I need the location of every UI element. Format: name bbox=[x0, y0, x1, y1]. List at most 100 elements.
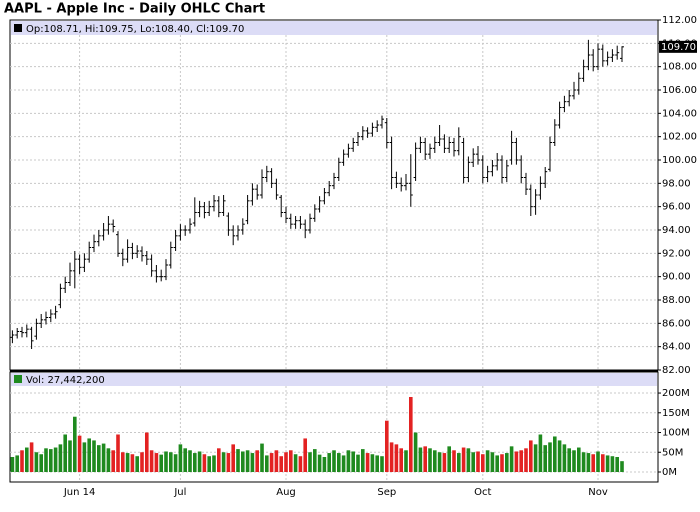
volume-bar bbox=[423, 446, 427, 472]
volume-bar bbox=[202, 454, 207, 472]
volume-bar bbox=[82, 442, 87, 472]
ohlc-bar bbox=[528, 184, 533, 216]
volume-bar bbox=[106, 448, 111, 472]
volume-bar bbox=[77, 435, 82, 472]
ohlc-bar bbox=[130, 242, 135, 260]
volume-legend-swatch bbox=[14, 375, 22, 383]
x-tick-label: Jul bbox=[173, 487, 186, 498]
ohlc-bar bbox=[375, 120, 380, 132]
volume-bar bbox=[524, 448, 528, 472]
ohlc-bar bbox=[34, 318, 39, 340]
volume-bar bbox=[327, 453, 331, 472]
y-tick-label: 84.00 bbox=[662, 342, 691, 353]
volume-bar bbox=[221, 452, 226, 472]
price-panel bbox=[9, 19, 659, 371]
volume-bar bbox=[591, 454, 595, 472]
y-tick-label: 100M bbox=[662, 428, 690, 439]
volume-bar bbox=[346, 450, 351, 472]
volume-bar bbox=[509, 446, 514, 472]
ohlc-bar bbox=[423, 137, 428, 160]
volume-bar bbox=[236, 449, 240, 472]
ohlc-bar bbox=[245, 195, 250, 225]
volume-bar bbox=[476, 451, 480, 472]
volume-bar bbox=[457, 453, 461, 472]
volume-bar bbox=[514, 451, 519, 472]
ohlc-bar bbox=[29, 326, 34, 349]
ohlc-bar bbox=[48, 309, 53, 323]
ohlc-bar bbox=[269, 168, 274, 188]
volume-bar bbox=[586, 453, 591, 472]
volume-bar bbox=[15, 455, 19, 472]
volume-bar bbox=[605, 455, 610, 472]
volume-bar bbox=[260, 443, 264, 472]
volume-bar bbox=[173, 454, 178, 472]
ohlc-bar bbox=[168, 241, 173, 269]
volume-bar bbox=[351, 451, 355, 472]
volume-bar bbox=[183, 448, 187, 472]
volume-bar bbox=[356, 454, 360, 472]
volume-bar bbox=[20, 450, 24, 472]
ohlc-bar bbox=[600, 44, 605, 67]
volume-bar bbox=[241, 451, 245, 472]
last-price-label: 109.70 bbox=[661, 42, 696, 53]
price-legend-bar bbox=[11, 21, 657, 35]
volume-bar bbox=[409, 396, 413, 472]
volume-bar bbox=[399, 448, 403, 472]
ohlc-bar bbox=[58, 283, 63, 309]
ohlc-bar bbox=[538, 176, 543, 200]
ohlc-bar bbox=[72, 251, 77, 289]
y-tick-label: 0M bbox=[662, 467, 677, 478]
volume-legend: Vol: 27,442,200 bbox=[26, 375, 105, 386]
y-tick-label: 108.00 bbox=[662, 62, 697, 73]
y-tick-label: 98.00 bbox=[662, 178, 691, 189]
volume-bar bbox=[116, 434, 120, 472]
volume-bar bbox=[433, 450, 437, 472]
ohlc-bar bbox=[524, 172, 528, 195]
ohlc-bar bbox=[101, 223, 106, 241]
y-tick-label: 200M bbox=[662, 388, 690, 399]
volume-bar bbox=[231, 444, 235, 472]
ohlc-bar bbox=[562, 95, 567, 113]
ohlc-bar bbox=[380, 115, 384, 129]
x-tick-label: Aug bbox=[276, 487, 296, 498]
y-tick-label: 94.00 bbox=[662, 225, 691, 236]
volume-bar bbox=[207, 456, 211, 472]
volume-bar bbox=[404, 450, 408, 472]
ohlc-bar bbox=[197, 200, 202, 218]
ohlc-bar bbox=[15, 328, 20, 339]
ohlc-bar bbox=[452, 137, 456, 157]
y-tick-label: 150M bbox=[662, 408, 690, 419]
volume-bar bbox=[87, 438, 91, 472]
ohlc-bar bbox=[384, 118, 389, 149]
ohlc-bar bbox=[279, 195, 284, 218]
volume-bar bbox=[471, 452, 475, 472]
ohlc-bar bbox=[495, 153, 500, 171]
volume-bar bbox=[428, 448, 432, 472]
ohlc-bar bbox=[418, 136, 423, 153]
volume-bar bbox=[553, 436, 557, 472]
ohlc-bar bbox=[308, 213, 312, 234]
volume-bar bbox=[303, 438, 307, 472]
volume-bar bbox=[101, 443, 106, 472]
volume-bar bbox=[73, 416, 77, 472]
volume-bar bbox=[317, 454, 322, 472]
ohlc-bar bbox=[250, 183, 255, 206]
y-tick-label: 50M bbox=[662, 447, 683, 458]
volume-bar bbox=[178, 444, 183, 472]
ohlc-bar bbox=[24, 324, 29, 338]
volume-bar bbox=[533, 444, 538, 472]
ohlc-bar bbox=[240, 218, 245, 235]
volume-bar bbox=[97, 445, 101, 472]
ohlc-bar bbox=[68, 262, 72, 286]
ohlc-bar bbox=[557, 101, 562, 129]
ohlc-bar bbox=[207, 200, 212, 216]
volume-bar bbox=[581, 452, 586, 472]
ohlc-bar bbox=[447, 136, 452, 153]
volume-bar bbox=[111, 450, 115, 472]
volume-bar bbox=[154, 453, 159, 472]
volume-bar bbox=[289, 450, 293, 472]
ohlc-bar bbox=[576, 72, 581, 95]
ohlc-bar bbox=[183, 225, 188, 236]
y-tick-label: 92.00 bbox=[662, 248, 691, 259]
volume-bar bbox=[442, 453, 447, 472]
